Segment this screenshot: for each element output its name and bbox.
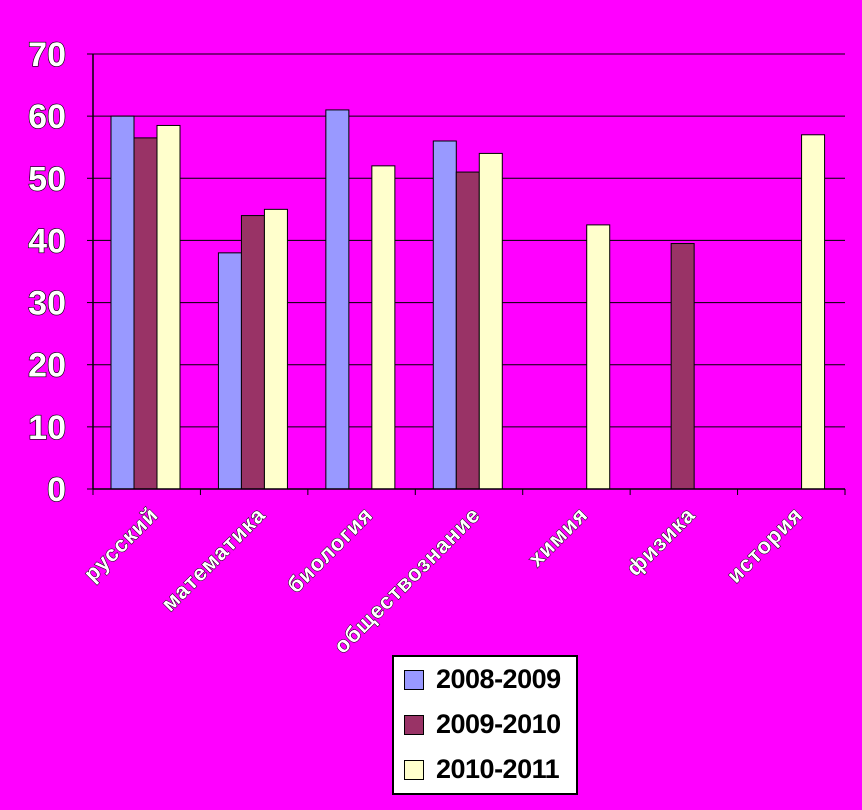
bars (110, 109, 826, 490)
legend-item: 2008-2009 (394, 657, 576, 702)
y-tick-label: 10 (28, 409, 66, 447)
legend-item: 2010-2011 (394, 747, 576, 792)
bar-2008-2009-русский (110, 115, 135, 490)
bar-2010-2011-обществознание (478, 152, 503, 490)
x-category-label: математика (156, 502, 270, 616)
x-category-label: физика (621, 502, 700, 581)
bar-2010-2011-математика (263, 208, 288, 490)
y-tick-label: 40 (28, 222, 66, 260)
bar-2009-2010-математика (240, 215, 265, 490)
y-tick-label: 60 (28, 98, 66, 136)
bar-2010-2011-история (801, 134, 826, 490)
bar-2009-2010-физика (670, 243, 695, 490)
x-category-label: история (722, 502, 808, 588)
bar-2010-2011-русский (156, 124, 181, 490)
y-tick-label: 50 (28, 160, 66, 198)
y-tick-label: 0 (47, 471, 66, 509)
y-tick-label: 30 (28, 285, 66, 323)
legend: 2008-2009 2009-2010 2010-2011 (392, 655, 578, 795)
legend-item: 2009-2010 (394, 702, 576, 747)
legend-swatch-2008-2009 (404, 669, 424, 690)
legend-label: 2009-2010 (436, 709, 561, 739)
legend-swatch-2009-2010 (404, 714, 424, 735)
x-category-label: биология (282, 502, 378, 598)
y-tick-label: 20 (28, 347, 66, 385)
y-tick-label: 70 (28, 36, 66, 74)
bar-2010-2011-химия (586, 224, 611, 490)
bar-2008-2009-математика (217, 252, 242, 490)
bar-2009-2010-русский (133, 137, 158, 490)
x-category-label: химия (523, 502, 593, 572)
x-category-label: русский (79, 502, 163, 586)
axes (87, 53, 846, 495)
bar-2010-2011-биология (371, 165, 396, 490)
bar-2008-2009-обществознание (432, 140, 457, 490)
y-axis-tick-labels: 0 10 20 30 40 50 60 70 (28, 35, 67, 509)
legend-label: 2010-2011 (436, 754, 560, 784)
bar-2008-2009-биология (325, 109, 350, 490)
legend-label: 2008-2009 (436, 664, 561, 694)
legend-swatch-2010-2011 (404, 759, 424, 780)
bar-2009-2010-обществознание (455, 171, 480, 490)
